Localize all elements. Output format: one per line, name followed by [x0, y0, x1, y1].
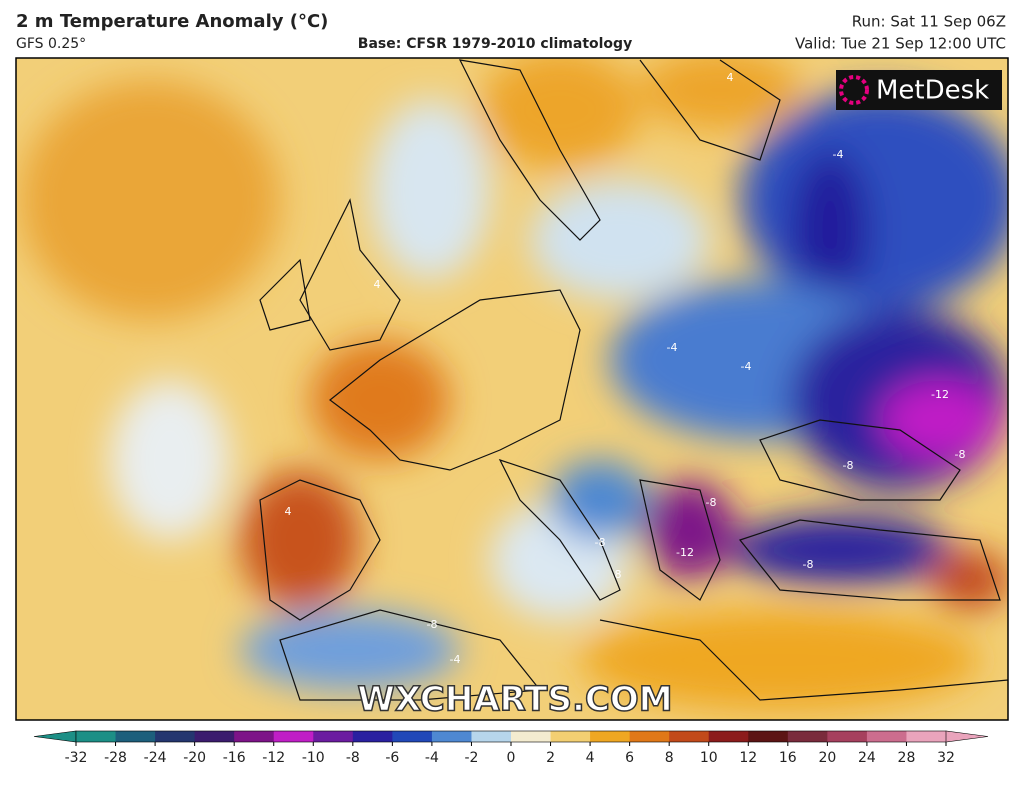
colorbar-tick-label: -8	[346, 750, 360, 766]
colorbar-segment	[906, 731, 947, 742]
contour-label: -12	[931, 388, 949, 401]
contour-label: 8	[615, 568, 622, 581]
valid: Valid: Tue 21 Sep 12:00 UTC	[795, 35, 1006, 53]
logo: MetDesk	[876, 76, 989, 106]
colorbar-segment	[234, 731, 275, 742]
logo-icon	[839, 75, 869, 105]
colorbar-segment	[471, 731, 512, 742]
title: 2 m Temperature Anomaly (°C)	[16, 11, 328, 32]
colorbar-segment	[431, 731, 472, 742]
contour-label: -8	[955, 448, 966, 461]
colorbar-segment	[590, 731, 631, 742]
colorbar-tick-label: -2	[464, 750, 478, 766]
colorbar-segment	[273, 731, 314, 742]
colorbar-tick-label: -24	[144, 750, 167, 766]
colorbar-tick-label: 2	[546, 750, 555, 766]
contour-label: -12	[676, 546, 694, 559]
colorbar-tick-label: -6	[385, 750, 399, 766]
run: Run: Sat 11 Sep 06Z	[852, 13, 1006, 31]
colorbar-tick-label: 16	[779, 750, 797, 766]
contour-label: -8	[803, 558, 814, 571]
colorbar-segment	[115, 731, 156, 742]
colorbar-tick-label: 12	[739, 750, 757, 766]
model: GFS 0.25°	[16, 36, 86, 52]
colorbar-tick-label: -4	[425, 750, 439, 766]
colorbar-segment	[669, 731, 710, 742]
colorbar-tick-label: -32	[65, 750, 88, 766]
colorbar-segment	[550, 731, 591, 742]
colorbar-tick-label: 10	[700, 750, 718, 766]
map: MetDesk WXCHARTS.COM -12-12-8-8-8-8-8-8-…	[16, 58, 1008, 720]
colorbar-tick-label: -28	[104, 750, 127, 766]
colorbar-tick-label: 0	[507, 750, 516, 766]
contour-label: -4	[741, 360, 752, 373]
colorbar-segment	[392, 731, 433, 742]
colorbar-tick-label: 4	[586, 750, 595, 766]
colorbar-segment	[155, 731, 196, 742]
colorbar-tick-label: -20	[183, 750, 206, 766]
coastlines	[259, 59, 1008, 701]
colorbar-segment	[827, 731, 868, 742]
colorbar-tick-label: 6	[625, 750, 634, 766]
colorbar-extend-high	[945, 730, 989, 743]
colorbar-segment	[629, 731, 670, 742]
colorbar-tick-label: 28	[898, 750, 916, 766]
colorbar-tick-label: -10	[302, 750, 325, 766]
colorbar-segment	[313, 731, 354, 742]
contour-label: -8	[706, 496, 717, 509]
watermark: WXCHARTS.COM	[357, 680, 672, 720]
contour-label: -4	[833, 148, 844, 161]
contour-label: -4	[667, 341, 678, 354]
contour-label: -4	[450, 653, 461, 666]
colorbar-tick-label: -16	[223, 750, 246, 766]
base: Base: CFSR 1979-2010 climatology	[358, 36, 632, 52]
colorbar-segment	[866, 731, 907, 742]
colorbar-segment	[511, 731, 552, 742]
contour-label: -8	[595, 536, 606, 549]
colorbar-tick-label: 24	[858, 750, 876, 766]
map-frame	[15, 57, 1009, 721]
contour-labels: -12 -12 -8 -8 -8 -8 -8 -8 -4 -4 -4 -4 4 4 4 8	[285, 71, 966, 666]
contour-label: 4	[374, 278, 381, 291]
contour-label: 4	[727, 71, 734, 84]
colorbar-tick-label: -12	[262, 750, 285, 766]
colorbar-segment	[76, 731, 117, 742]
logo-box	[836, 70, 1002, 110]
colorbar-tick-label: 20	[818, 750, 836, 766]
colorbar-segment	[708, 731, 749, 742]
colorbar-segment	[787, 731, 828, 742]
contour-label: 4	[285, 505, 292, 518]
colorbar-tick-label: 8	[665, 750, 674, 766]
colorbar: -32 -28 -24 -20 -16 -12 -10 -8 -6 -4 -2 0 2 4 6 8 10 12 16…	[33, 730, 989, 766]
anomaly-field	[20, 58, 1008, 710]
colorbar-tick-label: 32	[937, 750, 955, 766]
colorbar-segment	[194, 731, 235, 742]
colorbar-segment	[748, 731, 789, 742]
colorbar-segment	[352, 731, 393, 742]
contour-label: -8	[427, 618, 438, 631]
colorbar-extend-low	[33, 730, 77, 743]
contour-label: -8	[843, 459, 854, 472]
